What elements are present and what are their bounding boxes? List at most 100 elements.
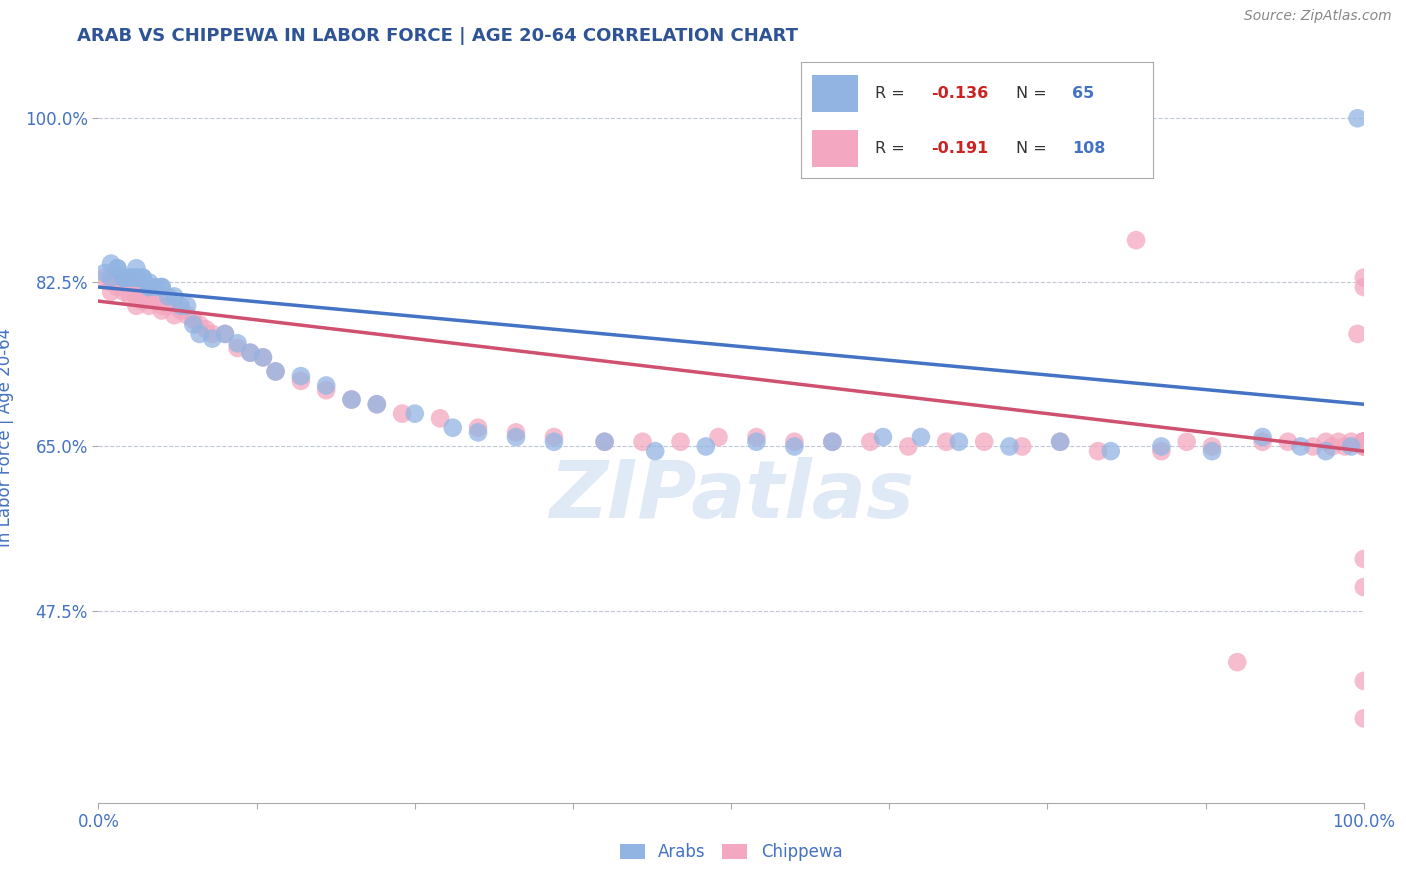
Point: [631, 434, 654, 449]
Text: ZIPatlas: ZIPatlas: [548, 457, 914, 534]
Point: [150, 280, 173, 294]
Point: [1353, 434, 1375, 449]
Point: [1353, 434, 1375, 449]
Point: [93, 270, 117, 285]
Point: [1327, 434, 1350, 449]
Point: [112, 270, 135, 285]
Point: [1353, 434, 1375, 449]
Point: [150, 303, 173, 318]
Point: [1353, 280, 1375, 294]
Point: [183, 313, 205, 327]
Point: [132, 285, 155, 299]
Point: [1150, 440, 1173, 454]
Point: [505, 430, 527, 444]
Point: [157, 299, 180, 313]
Point: [315, 378, 337, 392]
Point: [169, 299, 191, 313]
Point: [1353, 434, 1375, 449]
Point: [1353, 434, 1375, 449]
Point: [1353, 440, 1375, 454]
Text: 108: 108: [1071, 141, 1105, 156]
Point: [120, 276, 141, 290]
Point: [366, 397, 388, 411]
Point: [1087, 444, 1109, 458]
Point: [935, 434, 957, 449]
Point: [821, 434, 844, 449]
Point: [1353, 673, 1375, 688]
Point: [112, 285, 135, 299]
Point: [120, 289, 141, 303]
Point: [112, 270, 135, 285]
Point: [107, 280, 129, 294]
Point: [107, 261, 129, 276]
Point: [1347, 326, 1369, 341]
Point: [1226, 655, 1249, 669]
Point: [998, 440, 1021, 454]
Point: [125, 289, 148, 303]
Point: [1353, 580, 1375, 594]
Text: N =: N =: [1015, 87, 1052, 102]
Point: [1353, 711, 1375, 725]
Point: [404, 407, 426, 421]
Point: [1353, 434, 1375, 449]
Point: [132, 270, 155, 285]
Point: [1049, 434, 1071, 449]
Point: [183, 318, 205, 332]
Text: N =: N =: [1015, 141, 1052, 156]
Point: [157, 289, 180, 303]
Point: [176, 299, 198, 313]
Point: [100, 257, 122, 271]
Point: [138, 299, 160, 313]
Point: [340, 392, 363, 407]
Text: -0.136: -0.136: [931, 87, 988, 102]
Point: [1251, 430, 1274, 444]
Point: [145, 280, 166, 294]
Point: [859, 434, 882, 449]
Point: [169, 303, 191, 318]
Point: [467, 425, 489, 440]
Point: [226, 336, 249, 351]
Point: [214, 326, 236, 341]
Point: [132, 294, 155, 309]
Point: [872, 430, 894, 444]
Point: [1353, 434, 1375, 449]
Point: [1150, 444, 1173, 458]
Point: [948, 434, 970, 449]
Point: [543, 430, 565, 444]
Point: [391, 407, 413, 421]
Point: [138, 289, 160, 303]
Point: [1125, 233, 1147, 247]
Point: [429, 411, 451, 425]
Point: [290, 369, 312, 384]
Point: [467, 420, 489, 434]
Point: [745, 430, 768, 444]
Point: [1353, 434, 1375, 449]
Point: [239, 345, 262, 359]
Point: [125, 270, 148, 285]
Point: [1340, 434, 1362, 449]
Point: [1322, 440, 1344, 454]
Point: [107, 270, 129, 285]
Point: [1353, 434, 1375, 449]
Point: [264, 364, 287, 378]
Point: [1049, 434, 1071, 449]
Point: [1353, 434, 1375, 449]
Point: [1353, 434, 1375, 449]
Point: [783, 434, 806, 449]
Point: [1353, 270, 1375, 285]
Point: [188, 318, 211, 332]
Point: [1353, 552, 1375, 566]
Point: [1353, 434, 1375, 449]
Point: [100, 285, 122, 299]
Text: Source: ZipAtlas.com: Source: ZipAtlas.com: [1244, 9, 1392, 23]
Point: [1353, 434, 1375, 449]
Point: [707, 430, 730, 444]
Point: [505, 425, 527, 440]
Point: [1175, 434, 1198, 449]
Point: [1353, 440, 1375, 454]
FancyBboxPatch shape: [813, 129, 858, 167]
Point: [150, 299, 173, 313]
Point: [112, 270, 135, 285]
Point: [125, 299, 148, 313]
Point: [1289, 440, 1312, 454]
